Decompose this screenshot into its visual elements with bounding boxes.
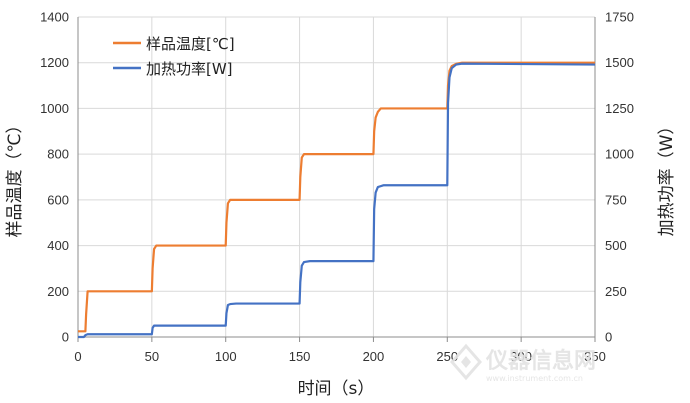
x-tick-label: 350 bbox=[584, 349, 606, 364]
right-axis-ticks: 0 250 500 750 1000 1250 1500 1750 bbox=[605, 10, 634, 345]
y-left-tick-label: 600 bbox=[47, 192, 69, 207]
y-left-tick-label: 800 bbox=[47, 147, 69, 162]
watermark: 仪器信息网 www.instrument.com.cn bbox=[450, 343, 596, 383]
y-left-tick-label: 1000 bbox=[40, 101, 69, 116]
y-left-tick-label: 0 bbox=[62, 330, 69, 345]
y-right-tick-label: 1000 bbox=[605, 147, 634, 162]
legend: 样品温度[℃] 加热功率[W] bbox=[113, 35, 235, 78]
x-axis-ticks: 0 50 100 150 200 250 300 350 bbox=[74, 337, 606, 364]
legend-label-temperature: 样品温度[℃] bbox=[146, 35, 235, 53]
x-axis-title: 时间（s） bbox=[298, 379, 375, 399]
y-right-tick-label: 1750 bbox=[605, 10, 634, 25]
y-left-tick-label: 200 bbox=[47, 284, 69, 299]
watermark-url: www.instrument.com.cn bbox=[486, 374, 583, 383]
axes bbox=[77, 17, 596, 338]
y-right-tick-label: 1250 bbox=[605, 101, 634, 116]
y-left-tick-label: 1200 bbox=[40, 55, 69, 70]
series bbox=[78, 61, 596, 339]
x-tick-label: 200 bbox=[363, 349, 385, 364]
series-line-power bbox=[78, 62, 596, 339]
y-left-tick-label: 400 bbox=[47, 238, 69, 253]
y-right-tick-label: 750 bbox=[605, 192, 627, 207]
x-tick-label: 100 bbox=[215, 349, 237, 364]
left-axis-ticks: 0 200 400 600 800 1000 1200 1400 bbox=[40, 10, 69, 345]
y-right-tick-label: 500 bbox=[605, 238, 627, 253]
x-tick-label: 50 bbox=[145, 349, 159, 364]
y-right-tick-label: 0 bbox=[605, 330, 612, 345]
y-left-tick-label: 1400 bbox=[40, 10, 69, 25]
watermark-brand: 仪器信息网 bbox=[485, 348, 596, 374]
x-tick-label: 150 bbox=[289, 349, 311, 364]
y-axis-left-title: 样品温度（℃） bbox=[5, 116, 25, 237]
legend-label-power: 加热功率[W] bbox=[146, 60, 233, 78]
y-right-tick-label: 250 bbox=[605, 284, 627, 299]
x-tick-label: 300 bbox=[510, 349, 532, 364]
y-axis-right-title: 加热功率（W） bbox=[657, 118, 677, 237]
x-tick-label: 0 bbox=[74, 349, 81, 364]
watermark-logo bbox=[450, 343, 482, 381]
y-right-tick-label: 1500 bbox=[605, 55, 634, 70]
